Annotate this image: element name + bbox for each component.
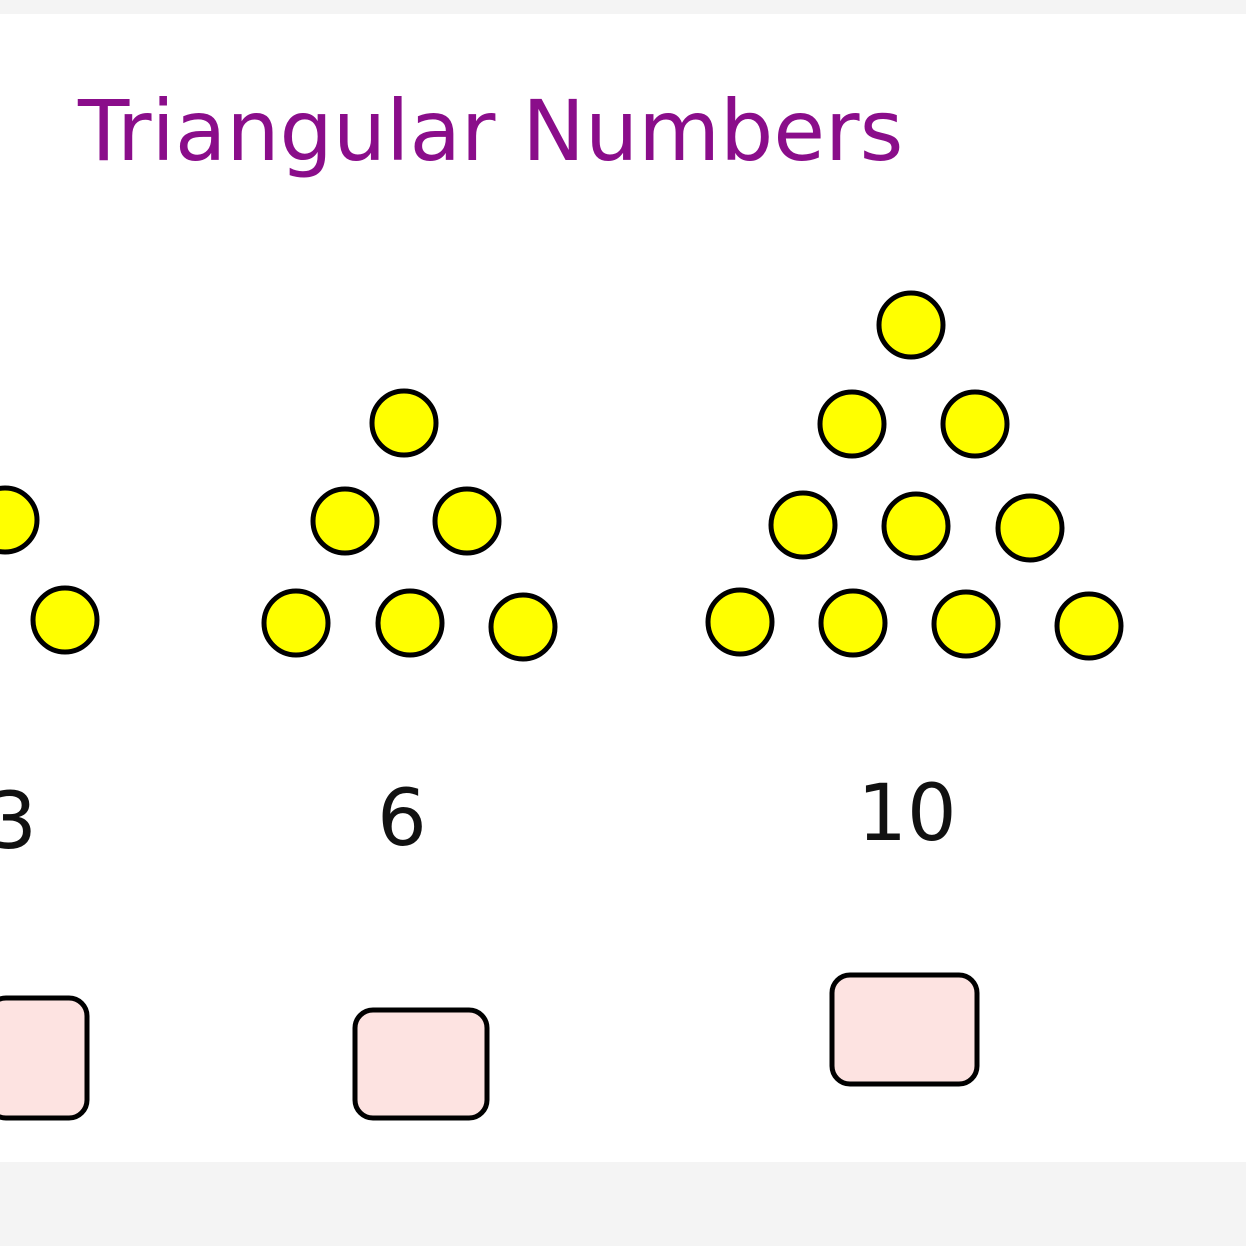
dot-figure-6-5 — [375, 588, 445, 658]
dot-figure-6-4 — [261, 588, 331, 658]
dot-figure-10-10 — [1054, 591, 1124, 661]
dot-figure-3-2 — [30, 585, 100, 655]
figure-label-3: 3 — [0, 777, 37, 867]
figure-label-6: 6 — [377, 774, 427, 864]
dot-figure-10-2 — [817, 389, 887, 459]
dot-figure-10-9 — [931, 589, 1001, 659]
dot-figure-6-2 — [310, 486, 380, 556]
dot-figure-10-4 — [768, 490, 838, 560]
answer-box-3[interactable] — [829, 972, 980, 1087]
dot-figure-10-8 — [818, 588, 888, 658]
dot-figure-10-1 — [876, 290, 946, 360]
dot-figure-10-6 — [995, 493, 1065, 563]
figure-label-10: 10 — [857, 769, 956, 859]
dot-figure-6-6 — [488, 592, 558, 662]
dot-figure-10-7 — [705, 587, 775, 657]
dot-figure-3-1 — [0, 485, 40, 555]
dot-figure-6-1 — [369, 388, 439, 458]
dot-figure-10-3 — [940, 389, 1010, 459]
slide-title: Triangular Numbers — [77, 82, 903, 180]
answer-box-1[interactable] — [0, 995, 90, 1121]
dot-figure-6-3 — [432, 486, 502, 556]
slide — [0, 14, 1246, 1162]
dot-figure-10-5 — [881, 491, 951, 561]
answer-box-2[interactable] — [352, 1007, 490, 1121]
